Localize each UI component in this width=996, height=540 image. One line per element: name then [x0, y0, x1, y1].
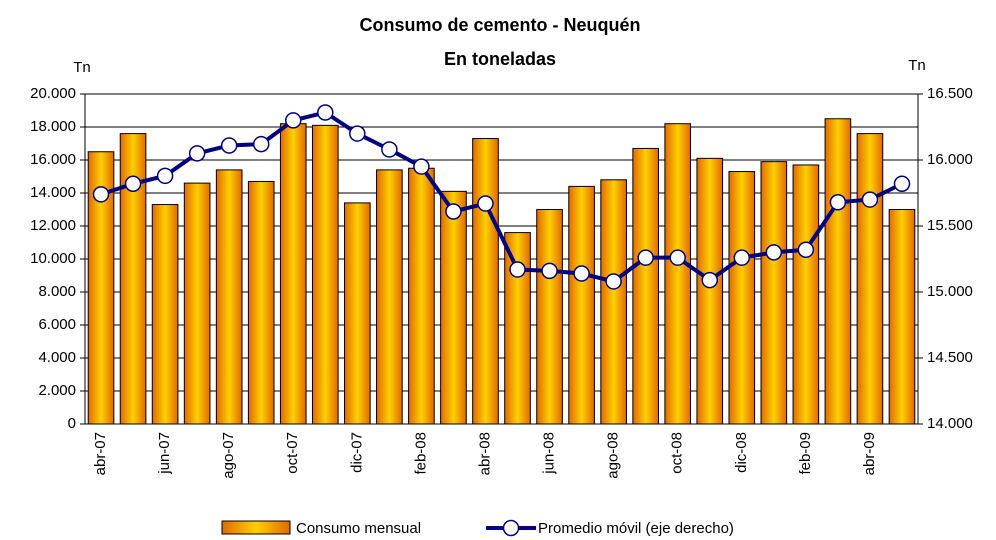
line-marker — [669, 249, 686, 266]
x-tick-label: jun-07 — [156, 432, 173, 475]
x-tick-label: oct-08 — [669, 432, 686, 474]
y2-tick-label: 16.000 — [927, 151, 973, 168]
x-tick-label: oct-07 — [284, 432, 301, 474]
line-marker — [349, 125, 366, 142]
x-tick-label: feb-09 — [797, 432, 814, 475]
line-marker — [509, 261, 526, 278]
line-marker — [252, 135, 270, 153]
line-marker — [541, 262, 558, 280]
bar — [440, 190, 467, 425]
bar — [536, 209, 563, 425]
y-tick-label: 14.000 — [30, 184, 76, 201]
y-tick-label: 12.000 — [30, 217, 76, 234]
x-tick-label: abr-09 — [861, 432, 878, 475]
line-marker — [92, 186, 110, 203]
line-marker — [637, 249, 654, 266]
y2-tick-label: 15.500 — [927, 217, 973, 234]
y-tick-label: 2.000 — [38, 382, 76, 399]
y-tick-label: 0 — [68, 415, 76, 432]
line-marker — [156, 167, 174, 185]
y-axis-label: Tn — [73, 59, 91, 76]
line-marker — [188, 145, 206, 162]
line-marker — [701, 271, 718, 289]
bar — [151, 204, 179, 425]
bar — [728, 171, 756, 425]
bar — [632, 147, 659, 425]
y2-axis-label: Tn — [908, 57, 926, 74]
line-marker — [413, 158, 430, 175]
x-tick-label: abr-08 — [476, 432, 493, 475]
bar — [344, 202, 371, 425]
y2-tick-label: 14.500 — [927, 349, 973, 366]
y-tick-label: 8.000 — [38, 283, 76, 300]
bar — [824, 118, 852, 425]
line-marker — [765, 244, 783, 261]
y-tick-label: 18.000 — [30, 118, 76, 135]
bar — [600, 179, 627, 425]
x-tick-label: ago-07 — [220, 432, 237, 479]
bar — [664, 123, 692, 425]
bar — [888, 209, 916, 425]
bar — [311, 124, 339, 425]
bar — [183, 182, 211, 425]
y2-tick-label: 15.000 — [927, 283, 973, 300]
line-marker — [285, 112, 302, 129]
x-tick-label: ago-08 — [605, 432, 622, 479]
line-marker — [893, 175, 911, 193]
line-marker — [445, 203, 462, 220]
line-marker — [733, 249, 751, 266]
bar — [279, 123, 307, 425]
x-tick-label: jun-08 — [541, 432, 558, 475]
line-marker — [605, 273, 622, 290]
line-marker — [861, 191, 879, 208]
y-tick-label: 10.000 — [30, 250, 76, 267]
legend-swatch — [221, 520, 291, 535]
chart-title: Consumo de cemento - Neuquén — [359, 15, 640, 35]
y-tick-label: 4.000 — [38, 349, 76, 366]
legend-marker — [502, 519, 520, 537]
y-tick-label: 6.000 — [38, 316, 76, 333]
line-marker — [124, 175, 142, 193]
x-tick-label: abr-07 — [92, 432, 109, 475]
legend-label: Consumo mensual — [296, 520, 421, 537]
bar — [760, 161, 788, 425]
line-marker — [381, 141, 398, 158]
bar — [696, 157, 724, 425]
x-tick-label: dic-07 — [348, 432, 365, 473]
x-tick-label: feb-08 — [412, 432, 429, 475]
bar — [472, 138, 499, 425]
x-tick-label: dic-08 — [733, 432, 750, 473]
legend-label: Promedio móvil (eje derecho) — [538, 520, 734, 537]
line-marker — [317, 104, 334, 121]
y2-tick-label: 14.000 — [927, 415, 973, 432]
y-tick-label: 20.000 — [30, 85, 76, 102]
bar — [856, 133, 884, 425]
line-marker — [220, 137, 238, 154]
chart-subtitle: En toneladas — [444, 49, 556, 69]
bar — [376, 169, 403, 425]
bar — [215, 169, 243, 425]
bar — [568, 185, 595, 425]
bar — [792, 164, 820, 425]
bar — [408, 167, 435, 425]
line-marker — [573, 265, 590, 282]
line-marker — [829, 193, 847, 211]
bar — [247, 180, 275, 425]
y2-tick-label: 16.500 — [927, 85, 973, 102]
line-marker — [477, 195, 494, 212]
y-tick-label: 16.000 — [30, 151, 76, 168]
line-marker — [797, 241, 815, 259]
